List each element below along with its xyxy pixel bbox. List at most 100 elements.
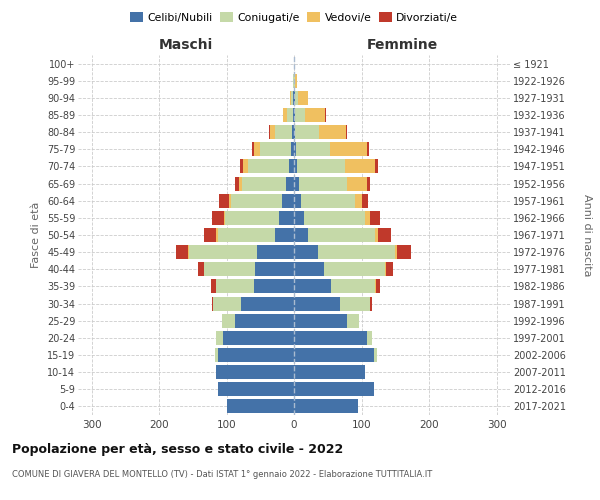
Bar xyxy=(294,382,374,396)
Bar xyxy=(275,228,294,242)
Bar xyxy=(217,331,294,345)
Bar xyxy=(254,280,294,293)
Bar xyxy=(294,262,385,276)
Bar xyxy=(294,280,376,293)
Bar xyxy=(294,108,305,122)
Bar xyxy=(294,245,395,259)
Bar xyxy=(294,74,295,88)
Bar xyxy=(227,400,294,413)
Bar xyxy=(218,382,294,396)
Bar xyxy=(242,176,294,190)
Bar xyxy=(294,348,377,362)
Bar xyxy=(294,314,359,328)
Bar xyxy=(203,262,294,276)
Bar xyxy=(270,125,294,139)
Bar xyxy=(294,365,365,379)
Bar xyxy=(190,245,294,259)
Bar xyxy=(294,160,378,173)
Bar xyxy=(294,211,380,225)
Bar xyxy=(218,382,294,396)
Bar xyxy=(294,125,346,139)
Bar xyxy=(294,74,298,88)
Bar xyxy=(294,142,367,156)
Bar xyxy=(198,262,294,276)
Bar xyxy=(294,211,365,225)
Bar xyxy=(294,91,308,105)
Bar xyxy=(294,296,371,310)
Bar xyxy=(294,91,298,105)
Bar xyxy=(294,211,370,225)
Bar xyxy=(217,365,294,379)
Bar xyxy=(215,348,294,362)
Bar xyxy=(215,348,294,362)
Bar xyxy=(294,296,370,310)
Bar xyxy=(294,314,347,328)
Bar xyxy=(294,142,330,156)
Bar xyxy=(204,228,294,242)
Legend: Celibi/Nubili, Coniugati/e, Vedovi/e, Divorziati/e: Celibi/Nubili, Coniugati/e, Vedovi/e, Di… xyxy=(125,8,463,27)
Bar xyxy=(275,125,294,139)
Bar xyxy=(283,108,294,122)
Bar xyxy=(294,160,375,173)
Bar xyxy=(289,160,294,173)
Bar xyxy=(294,108,326,122)
Bar xyxy=(217,280,294,293)
Bar xyxy=(294,365,365,379)
Bar xyxy=(294,176,370,190)
Bar xyxy=(240,160,294,173)
Bar xyxy=(218,228,294,242)
Text: Femmine: Femmine xyxy=(367,38,437,52)
Bar xyxy=(294,348,374,362)
Y-axis label: Anni di nascita: Anni di nascita xyxy=(583,194,592,276)
Bar xyxy=(294,228,391,242)
Bar xyxy=(223,314,294,328)
Bar xyxy=(294,280,380,293)
Bar xyxy=(219,194,294,207)
Bar xyxy=(217,228,294,242)
Bar xyxy=(217,365,294,379)
Bar xyxy=(294,331,372,345)
Bar xyxy=(242,160,294,173)
Bar xyxy=(292,91,294,105)
Bar xyxy=(293,74,294,88)
Bar xyxy=(260,142,294,156)
Text: Popolazione per età, sesso e stato civile - 2022: Popolazione per età, sesso e stato civil… xyxy=(12,442,343,456)
Bar xyxy=(294,160,298,173)
Bar xyxy=(294,142,369,156)
Bar xyxy=(217,331,294,345)
Bar xyxy=(294,331,372,345)
Bar xyxy=(294,262,386,276)
Bar xyxy=(294,194,361,207)
Bar xyxy=(227,400,294,413)
Bar xyxy=(225,211,294,225)
Bar xyxy=(293,91,294,105)
Bar xyxy=(294,365,365,379)
Bar xyxy=(294,348,377,362)
Bar xyxy=(241,296,294,310)
Bar xyxy=(294,280,331,293)
Bar xyxy=(294,400,358,413)
Bar xyxy=(223,314,294,328)
Bar xyxy=(213,296,294,310)
Bar xyxy=(294,142,296,156)
Bar xyxy=(215,348,294,362)
Bar xyxy=(229,194,294,207)
Bar xyxy=(294,160,344,173)
Bar xyxy=(213,296,294,310)
Bar xyxy=(294,125,319,139)
Bar xyxy=(294,280,375,293)
Bar xyxy=(248,160,294,173)
Bar xyxy=(235,176,294,190)
Bar xyxy=(227,400,294,413)
Bar xyxy=(287,108,294,122)
Bar xyxy=(294,382,374,396)
Bar xyxy=(294,194,301,207)
Bar xyxy=(294,382,374,396)
Bar xyxy=(293,108,294,122)
Bar xyxy=(212,211,294,225)
Bar xyxy=(282,194,294,207)
Bar xyxy=(294,382,374,396)
Bar xyxy=(222,314,294,328)
Bar xyxy=(294,228,375,242)
Bar xyxy=(294,74,298,88)
